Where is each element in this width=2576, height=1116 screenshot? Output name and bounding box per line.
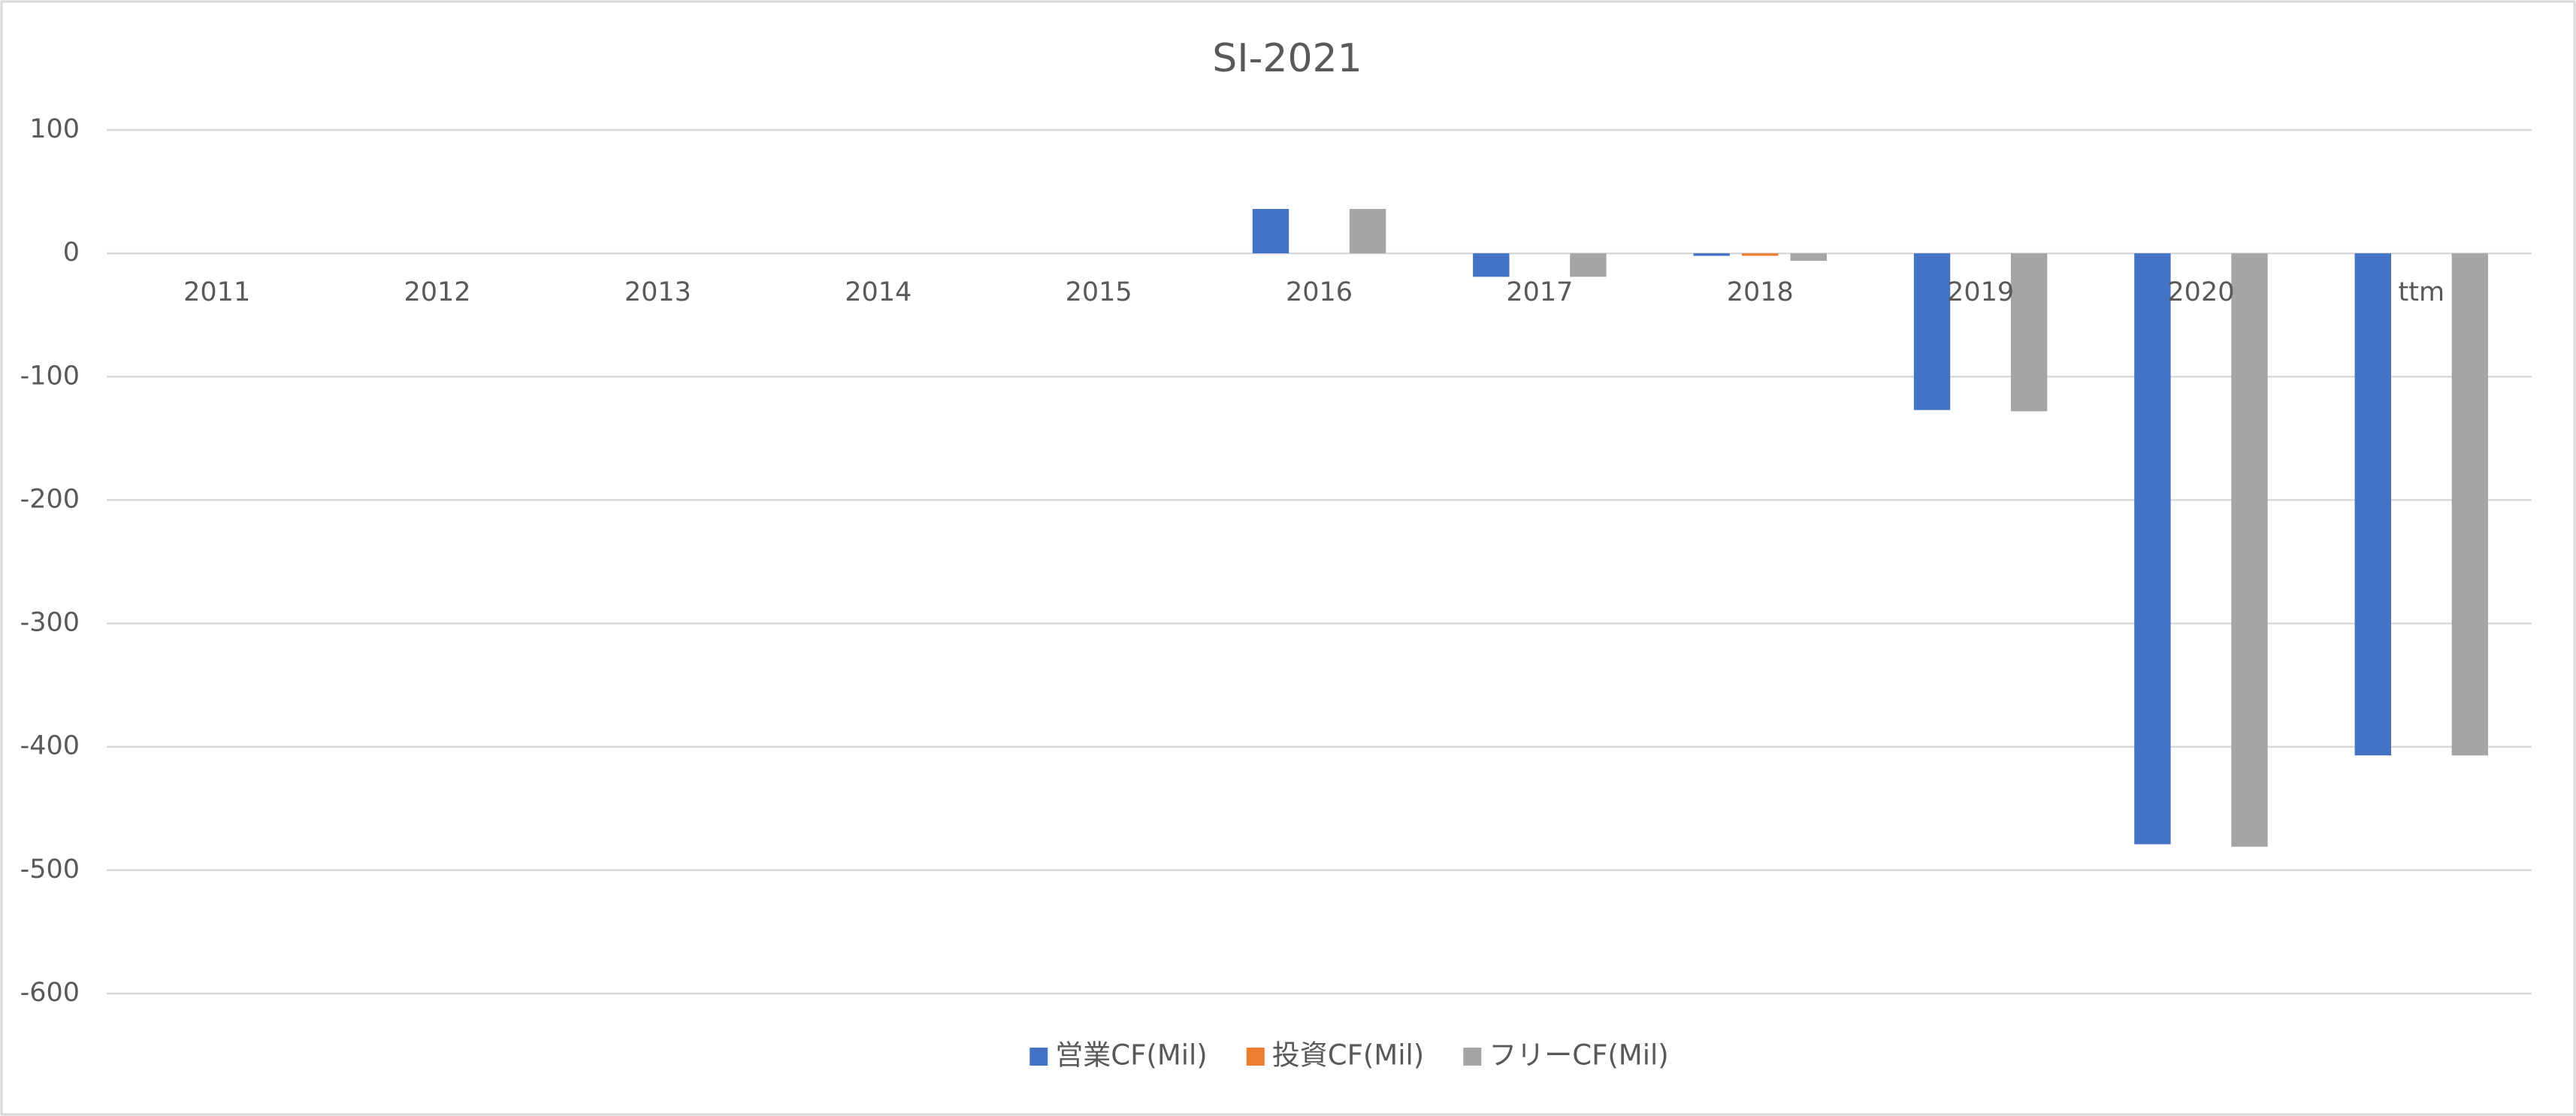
bar: [1349, 209, 1386, 254]
legend: 営業CF(Mil) 投資CF(Mil) フリーCF(Mil): [1029, 1039, 1669, 1072]
x-tick-label: 2016: [1286, 277, 1353, 307]
x-tick-label: ttm: [2399, 277, 2445, 307]
bar: [1473, 253, 1510, 277]
bar: [1742, 253, 1779, 256]
x-tick-label: 2015: [1066, 277, 1132, 307]
y-tick-label: 100: [29, 114, 80, 144]
bar: [1790, 253, 1827, 261]
x-tick-label: 2019: [1947, 277, 2014, 307]
bar: [2354, 253, 2391, 756]
x-tick-label: 2011: [183, 277, 250, 307]
x-tick-label: 2013: [624, 277, 691, 307]
bar: [1693, 253, 1730, 256]
y-tick-label: -100: [20, 361, 80, 391]
legend-swatch: [1463, 1048, 1482, 1066]
bar: [2010, 253, 2048, 412]
y-tick-label: -200: [20, 484, 80, 514]
y-tick-label: -600: [20, 978, 80, 1008]
bar: [1252, 209, 1290, 254]
y-tick-label: -400: [20, 731, 80, 761]
legend-swatch: [1029, 1048, 1048, 1066]
y-tick-label: -500: [20, 854, 80, 885]
legend-label: 営業CF(Mil): [1055, 1039, 1207, 1072]
x-tick-label: 2018: [1727, 277, 1794, 307]
x-tick-label: 2017: [1506, 277, 1573, 307]
legend-label: フリーCF(Mil): [1489, 1039, 1668, 1072]
legend-label: 投資CF(Mil): [1272, 1039, 1424, 1072]
bar: [1913, 253, 1951, 410]
x-tick-label: 2020: [2167, 277, 2234, 307]
x-tick-label: 2014: [845, 277, 912, 307]
x-tick-label: 2012: [404, 277, 471, 307]
bar: [2451, 253, 2489, 756]
y-tick-label: -300: [20, 608, 80, 638]
chart-title: SI-2021: [1212, 36, 1362, 81]
legend-swatch: [1246, 1048, 1265, 1066]
bar: [2231, 253, 2268, 847]
y-tick-label: 0: [63, 237, 80, 268]
bar: [2134, 253, 2171, 845]
bar: [1570, 253, 1607, 277]
